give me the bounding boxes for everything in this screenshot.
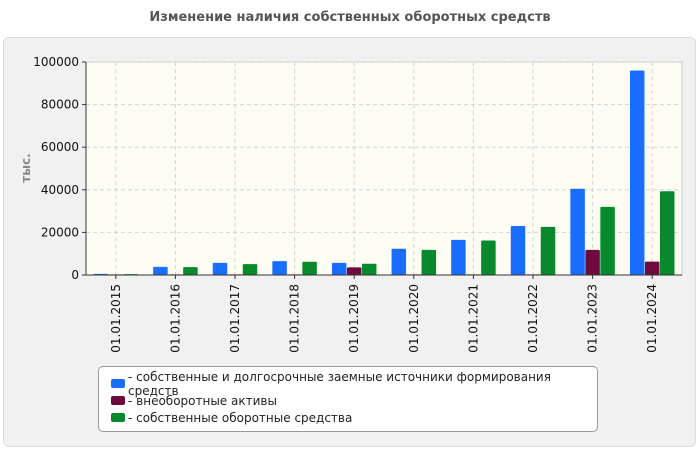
x-tick-label: 01.01.2019 bbox=[347, 284, 361, 353]
bar-3 bbox=[242, 264, 258, 275]
x-tick-label: 01.01.2021 bbox=[466, 284, 480, 353]
chart-title: Изменение наличия собственных оборотных … bbox=[149, 10, 551, 25]
bar-1 bbox=[153, 266, 168, 275]
x-tick-label: 01.01.2024 bbox=[645, 284, 659, 353]
legend-swatch bbox=[111, 413, 125, 422]
y-tick-label: 80000 bbox=[41, 98, 79, 112]
x-tick-label: 01.01.2022 bbox=[526, 284, 540, 353]
y-tick-label: 20000 bbox=[41, 225, 79, 239]
legend: - собственные и долгосрочные заемные ист… bbox=[98, 366, 598, 432]
chart-plot: 0 20000 40000 60000 80000 100000 01.01.2015 01.… bbox=[19, 55, 683, 353]
bar-1 bbox=[212, 262, 228, 275]
bar-1 bbox=[331, 262, 347, 275]
bar-2 bbox=[346, 267, 362, 275]
legend-swatch bbox=[111, 396, 125, 405]
y-tick-label: 0 bbox=[71, 268, 79, 282]
legend-item-2: - внеоборотные активы bbox=[111, 392, 597, 409]
bar-1 bbox=[510, 226, 526, 275]
x-tick-label: 01.01.2017 bbox=[228, 284, 242, 353]
x-tick-label: 01.01.2018 bbox=[288, 284, 302, 353]
bar-1 bbox=[272, 261, 287, 275]
bar-1 bbox=[570, 188, 585, 275]
x-tick-label: 01.01.2015 bbox=[109, 284, 123, 353]
bar-3 bbox=[600, 206, 615, 275]
bar-3 bbox=[540, 226, 556, 275]
x-tick-label: 01.01.2023 bbox=[586, 284, 600, 353]
bar-1 bbox=[451, 239, 466, 275]
legend-swatch bbox=[111, 379, 125, 388]
legend-item-1: - собственные и долгосрочные заемные ист… bbox=[111, 370, 597, 398]
bar-3 bbox=[302, 261, 317, 275]
y-axis-label: тыс. bbox=[19, 153, 33, 182]
bar-3 bbox=[421, 249, 437, 275]
legend-item-3: - собственные оборотные средства bbox=[111, 409, 597, 426]
bar-2 bbox=[585, 249, 600, 275]
bar-3 bbox=[659, 191, 675, 275]
x-tick-label: 01.01.2020 bbox=[407, 284, 421, 353]
bar-1 bbox=[391, 248, 407, 275]
bar-3 bbox=[361, 263, 377, 275]
bar-2 bbox=[644, 261, 660, 275]
bar-3 bbox=[183, 267, 198, 275]
legend-label: - внеоборотные активы bbox=[128, 393, 277, 408]
y-tick-label: 40000 bbox=[41, 183, 79, 197]
y-tick-label: 100000 bbox=[33, 55, 79, 69]
bar-1 bbox=[629, 70, 645, 275]
legend-label: - собственные и долгосрочные заемные ист… bbox=[128, 369, 551, 398]
legend-label: - собственные оборотные средства bbox=[128, 410, 353, 425]
x-tick-label: 01.01.2016 bbox=[168, 284, 182, 353]
y-tick-label: 60000 bbox=[41, 140, 79, 154]
bar-3 bbox=[481, 240, 496, 275]
